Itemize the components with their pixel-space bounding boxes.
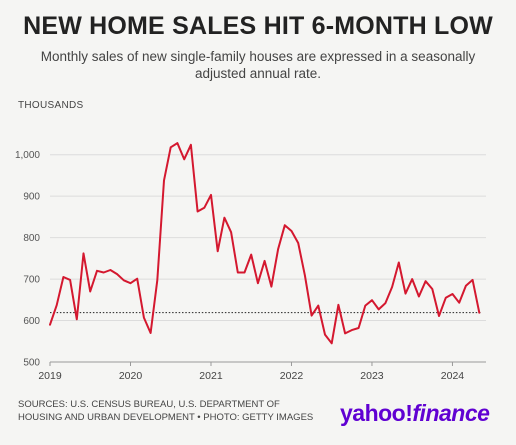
y-tick-label: 800 <box>23 233 40 244</box>
brand-finance: finance <box>412 400 490 426</box>
y-axis-unit-label: THOUSANDS <box>18 100 84 111</box>
y-tick-label: 700 <box>23 275 40 286</box>
y-tick-label: 1,000 <box>15 150 40 161</box>
x-tick-label: 2024 <box>441 370 465 382</box>
x-tick-label: 2022 <box>280 370 304 382</box>
chart-title: NEW HOME SALES HIT 6-MONTH LOW <box>23 12 493 40</box>
x-tick-label: 2019 <box>38 370 62 382</box>
x-tick-label: 2021 <box>199 370 223 382</box>
chart-subtitle: Monthly sales of new single-family house… <box>40 49 476 81</box>
series-line <box>49 142 481 345</box>
y-tick-label: 600 <box>23 316 40 327</box>
y-tick-label: 500 <box>23 358 40 369</box>
x-tick-label: 2023 <box>360 370 384 382</box>
brand-yahoo: yahoo! <box>340 400 413 426</box>
y-tick-label: 900 <box>23 192 40 203</box>
yahoo-finance-logo: yahoo!finance <box>340 400 490 427</box>
source-note: SOURCES: U.S. CENSUS BUREAU, U.S. DEPART… <box>18 399 314 423</box>
x-tick-label: 2020 <box>119 370 143 382</box>
